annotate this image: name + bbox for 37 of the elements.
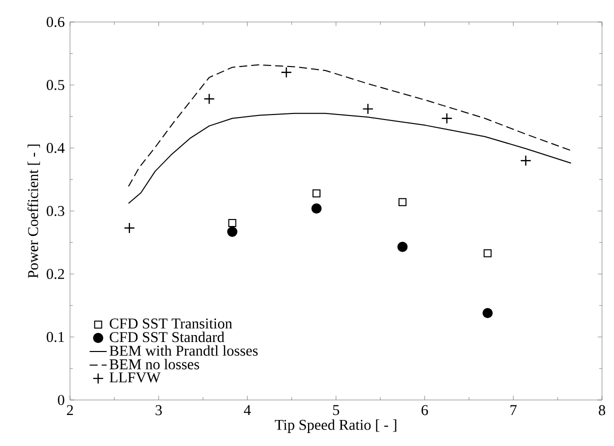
point — [280, 66, 292, 78]
legend-label: BEM no losses — [110, 358, 200, 370]
x-axis-title: Tip Speed Ratio [ - ] — [274, 419, 396, 433]
y-tick-label: 0.4 — [46, 142, 65, 154]
legend-label: BEM with Prandtl losses — [110, 345, 258, 356]
point — [311, 203, 322, 214]
y-tick-label: 0.1 — [46, 332, 64, 342]
y-tick-label: 0.6 — [46, 16, 64, 28]
point — [482, 308, 493, 318]
x-tick-label: 3 — [156, 405, 162, 416]
x-tick-label: 4 — [244, 405, 251, 415]
x-tick-label: 8 — [598, 405, 606, 416]
point — [362, 103, 374, 115]
legend-label: CFD SST Standard — [110, 332, 224, 342]
y-tick-label: 0.2 — [46, 268, 64, 280]
legend-label: CFD SST Transition — [110, 318, 232, 329]
point — [204, 93, 215, 104]
line-series — [128, 112, 572, 204]
y-tick-label: 0.5 — [46, 80, 64, 90]
y-tick-label: 0 — [58, 394, 64, 406]
y-axis-title: Power Coefficient [ - ] — [27, 144, 40, 278]
point — [441, 112, 452, 124]
point — [484, 249, 492, 258]
point — [520, 154, 532, 166]
legend-label: LLFVW — [110, 372, 161, 382]
x-tick-label: 7 — [510, 405, 517, 415]
point — [397, 242, 408, 252]
point — [398, 198, 407, 206]
x-tick-label: 5 — [333, 405, 340, 416]
y-tick-label: 0.3 — [46, 206, 64, 216]
point — [228, 218, 236, 227]
x-tick-label: 2 — [66, 405, 73, 416]
point — [227, 226, 238, 237]
point — [312, 189, 320, 198]
line-series — [128, 64, 572, 187]
x-tick-label: 6 — [422, 405, 428, 416]
point — [124, 222, 136, 234]
